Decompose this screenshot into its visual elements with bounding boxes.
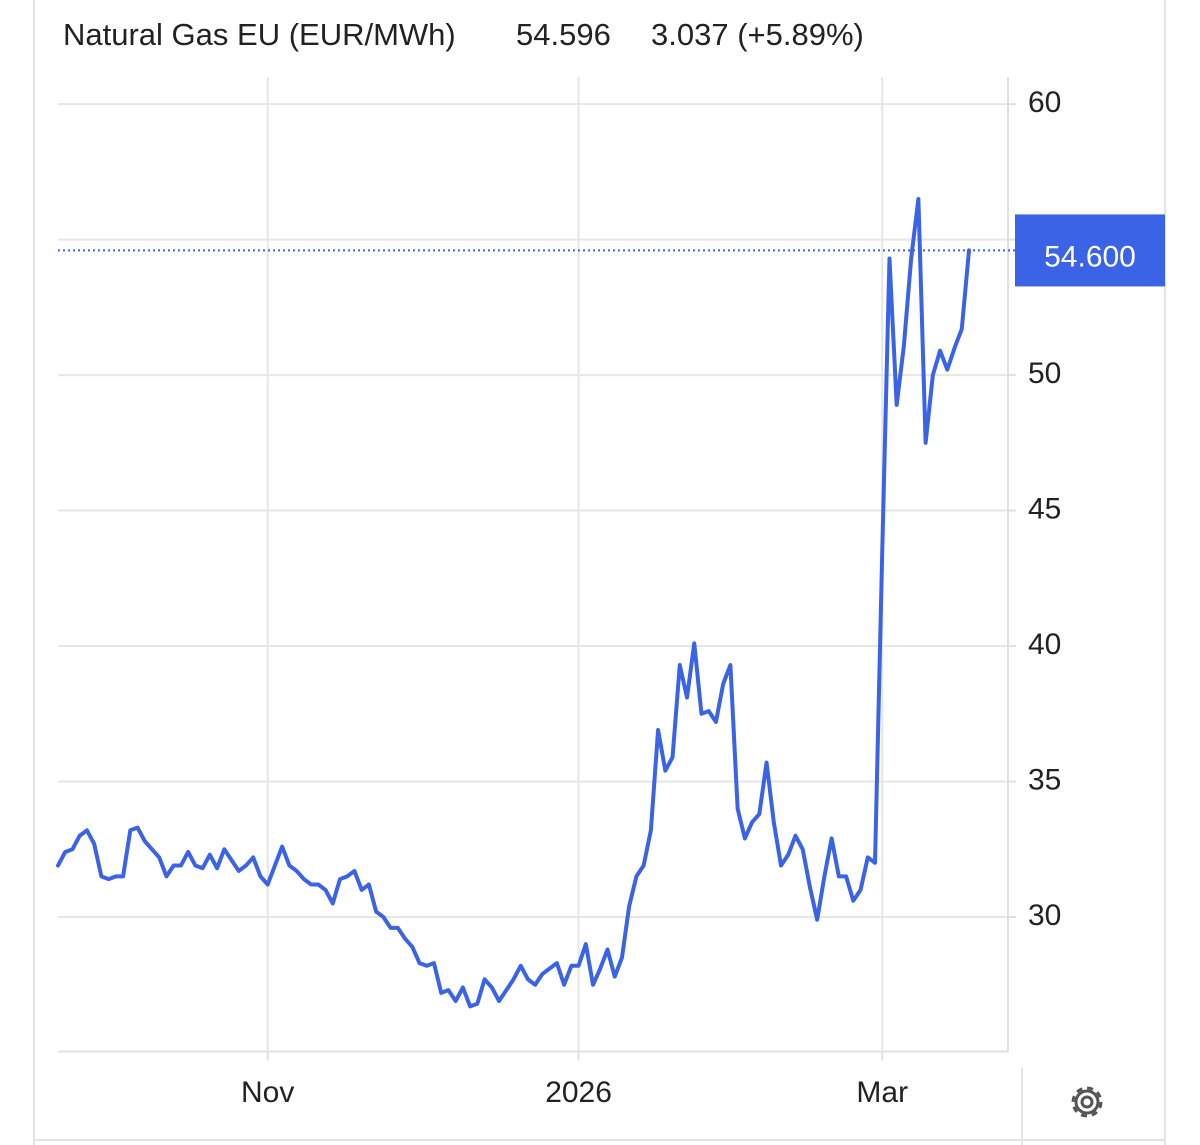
last-value-box xyxy=(1015,214,1165,287)
y-tick-label: 30 xyxy=(1028,899,1061,932)
y-tick-label: 35 xyxy=(1028,763,1061,796)
x-tick-label: Mar xyxy=(856,1076,908,1109)
y-tick-label: 45 xyxy=(1028,492,1061,525)
last-price: 54.596 xyxy=(516,17,611,52)
price-line xyxy=(56,196,971,1009)
x-tick-label: Nov xyxy=(241,1076,294,1109)
last-value-label: 54.600 xyxy=(1044,240,1136,273)
y-tick-label: 40 xyxy=(1028,628,1061,661)
x-tick-label: 2026 xyxy=(545,1076,612,1109)
settings-icon[interactable] xyxy=(1071,1086,1103,1118)
chart-title: Natural Gas EU (EUR/MWh) xyxy=(63,17,456,52)
y-tick-label: 60 xyxy=(1028,86,1061,119)
y-tick-label: 50 xyxy=(1028,357,1061,390)
price-change: 3.037 (+5.89%) xyxy=(651,17,864,52)
